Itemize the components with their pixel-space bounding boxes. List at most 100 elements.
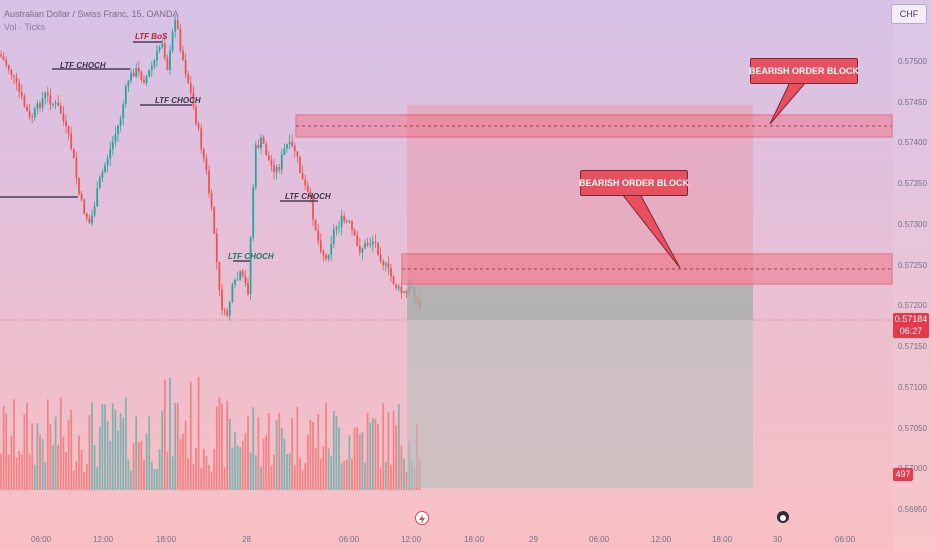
volume-bar [49,423,52,490]
candle-body [39,103,41,108]
volume-bar [299,458,301,490]
volume-bar [0,453,2,490]
order-block-label-lower[interactable]: BEARISH ORDER BLOCK [579,170,689,196]
candle-body [278,167,281,170]
volume-bar [215,406,218,490]
candle-body [369,244,372,246]
time-tick: 06:00 [589,535,610,544]
volume-bar [88,415,91,490]
volume-bar [358,434,361,490]
candle-body [314,219,317,231]
tv-logo-icon[interactable] [777,511,789,523]
candle-body [72,148,75,158]
volume-bar [23,414,26,490]
candle-body [78,177,80,194]
candle-body [192,92,195,107]
volume-bar [67,419,70,490]
time-tick: 12:00 [93,535,114,544]
candle-body [59,105,62,114]
volume-bar [184,420,187,490]
ltf-choch-label-1: LTF CHOCH [60,61,106,70]
volume-bar [273,454,275,490]
volume-bar [379,467,382,490]
volume-bar [390,464,392,490]
volume-bar [80,449,83,490]
candle-body [101,172,104,178]
volume-indicator-label[interactable]: Vol · Ticks [4,22,46,32]
ltf-choch-label-2: LTF CHOCH [155,96,201,105]
candle-body [106,158,109,166]
candle-body [340,215,343,228]
volume-bar [403,458,405,490]
candle-body [130,72,132,82]
candle-body [291,142,294,146]
volume-bar [156,469,158,490]
candle-body [137,68,140,72]
volume-bar [65,452,67,490]
candle-body [31,116,34,118]
time-tick: 06:00 [31,535,52,544]
symbol-title[interactable]: Australian Dollar / Swiss Franc, 15, OAN… [4,9,179,19]
time-tick: 28 [242,535,251,544]
order-block-label-upper[interactable]: BEARISH ORDER BLOCK [749,58,859,84]
candle-body [236,279,239,281]
candle-body [166,57,169,71]
volume-bar [52,445,54,490]
candle-body [179,28,182,51]
time-tick: 06:00 [339,535,360,544]
volume-bar [132,442,135,490]
candle-body [7,65,10,70]
volume-bars [0,376,421,490]
volume-bar [174,402,177,490]
volume-bar [340,463,343,490]
current-price-tag: 0.57184 06:27 [893,313,929,338]
volume-bar [265,434,268,490]
volume-bar [278,412,281,490]
volume-bar [369,422,372,490]
price-tick: 0.57150 [898,342,927,351]
candle-body [338,227,340,228]
volume-bar [7,454,10,490]
volume-bar [117,430,119,490]
candle-body [361,248,364,253]
current-price: 0.57184 [894,314,928,324]
volume-bar [335,415,338,490]
candle-body [28,111,31,117]
candle-body [377,242,379,255]
candle-body [132,72,135,77]
volume-bar [153,468,156,490]
candle-body [171,31,174,51]
lightning-icon[interactable] [415,511,429,525]
volume-bar [327,448,330,490]
volume-bar [296,406,299,490]
volume-bar [70,409,73,490]
volume-bar [374,419,377,490]
volume-bar [148,416,151,490]
price-tick: 0.57100 [898,383,927,392]
volume-bar [234,432,236,490]
volume-bar [338,427,340,490]
volume-bar [325,402,327,490]
candle-body [52,103,54,105]
volume-bar [361,432,364,490]
time-tick: 30 [773,535,782,544]
volume-bar [109,440,112,490]
candle-body [213,207,216,234]
time-tick: 06:00 [835,535,856,544]
volume-bar [244,433,247,490]
volume-bar [197,376,200,490]
candle-body [20,92,23,97]
volume-bar [171,456,174,490]
volume-bar [283,438,286,490]
volume-bar [249,452,252,490]
currency-button[interactable]: CHF [891,4,927,24]
time-tick: 12:00 [401,535,422,544]
candle-body [122,104,125,119]
volume-bar [93,445,96,490]
volume-bar [122,417,125,490]
candle-body [148,69,151,77]
volume-bar [119,413,122,490]
candle-body [200,128,203,150]
